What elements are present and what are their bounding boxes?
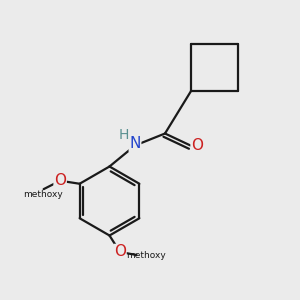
Text: O: O — [54, 173, 66, 188]
Text: O: O — [191, 138, 203, 153]
Text: methoxy: methoxy — [126, 250, 166, 260]
Text: N: N — [129, 136, 141, 152]
Text: methoxy: methoxy — [23, 190, 63, 199]
Text: H: H — [118, 128, 129, 142]
Text: O: O — [114, 244, 126, 260]
